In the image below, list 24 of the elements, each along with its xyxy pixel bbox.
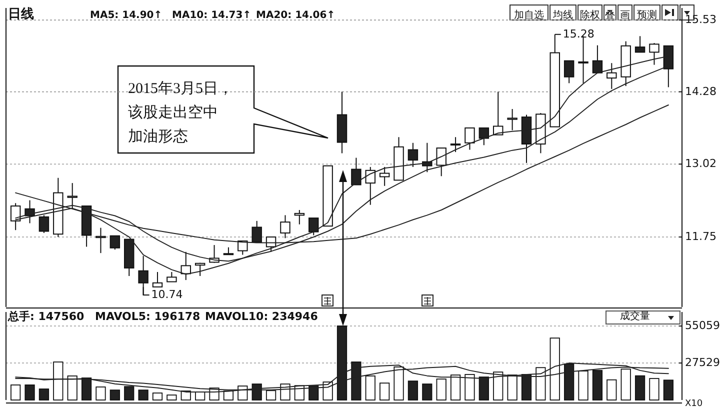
- annotation: 预测: [637, 9, 657, 21]
- annotation: MA10: 14.73↑: [172, 10, 252, 21]
- annotation: 总手: 147560: [7, 310, 84, 323]
- annotation: MAVOL10: 234946: [205, 310, 318, 323]
- y-tick-label: 15.53: [685, 13, 716, 26]
- y-tick-label: 27529: [685, 356, 720, 370]
- chart-title: 日线: [8, 7, 34, 22]
- annotation: MA20: 14.06↑: [256, 10, 336, 21]
- annotation: 均线: [552, 9, 573, 21]
- annotation: 成交量: [620, 310, 650, 322]
- annotation: 10.74: [151, 288, 183, 302]
- y-tick-label: 11.75: [685, 230, 716, 243]
- annotation: MAVOL5: 196178: [95, 310, 200, 323]
- text: X10: [685, 399, 703, 409]
- annotation: 除权: [580, 9, 600, 21]
- annotation: 加自选: [514, 9, 544, 21]
- y-tick-label: 55059: [685, 319, 720, 332]
- annotation: 2015年3月5日，该股走出空中加油形态: [128, 80, 233, 145]
- annotation: 15.28: [562, 27, 594, 40]
- annotation: MA5: 14.90↑: [90, 10, 162, 21]
- y-tick-label: 14.28: [685, 84, 716, 98]
- annotation: 画: [620, 10, 630, 21]
- annotation: 叠: [605, 10, 615, 21]
- y-tick-label: 13.02: [685, 157, 716, 170]
